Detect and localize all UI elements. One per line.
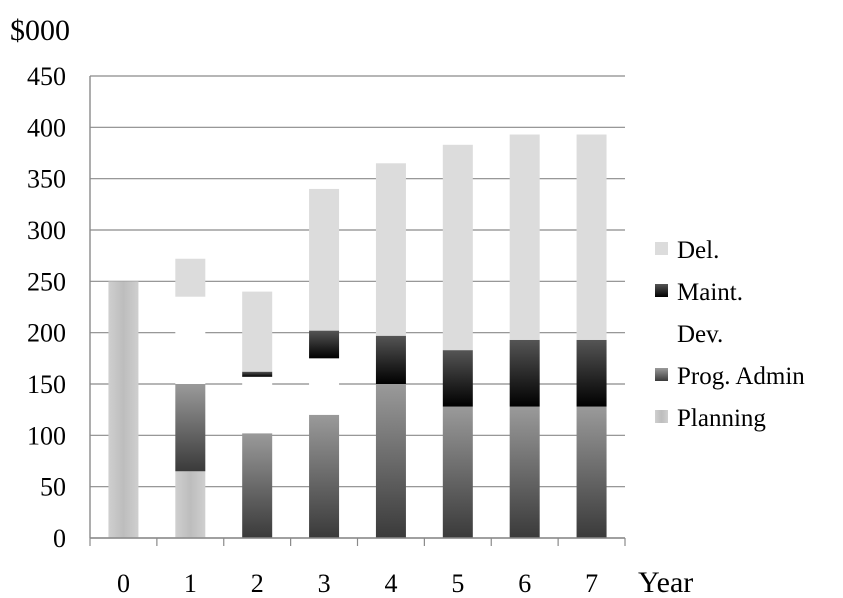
bar-segment-del bbox=[375, 163, 406, 336]
legend-swatch bbox=[655, 284, 668, 297]
legend-swatch bbox=[655, 326, 668, 339]
bars bbox=[108, 134, 607, 538]
bar-segment-prog-admin bbox=[375, 384, 406, 538]
tick-labels: 0 50 100 150 200 250 300 350 400 450 0 1 2 3 4 5 6 7 bbox=[27, 62, 598, 598]
bar-segment-del bbox=[175, 258, 206, 297]
bar-segment-prog-admin bbox=[175, 384, 206, 472]
legend-label: Del. bbox=[677, 237, 719, 264]
y-tick-label: 250 bbox=[27, 267, 66, 296]
y-tick-label: 0 bbox=[53, 524, 66, 553]
y-tick-label: 150 bbox=[27, 370, 66, 399]
bar-segment-maint bbox=[309, 330, 340, 359]
x-tick-label: 6 bbox=[518, 569, 531, 598]
bar-segment-prog-admin bbox=[309, 414, 340, 538]
gridlines bbox=[90, 75, 625, 539]
bar-segment-del bbox=[242, 291, 273, 372]
legend-label: Planning bbox=[677, 405, 766, 432]
legend-swatch bbox=[655, 368, 668, 381]
y-tick-label: 300 bbox=[27, 216, 66, 245]
y-tick-label: 100 bbox=[27, 421, 66, 450]
legend-label: Dev. bbox=[677, 321, 723, 348]
bar-segment-dev bbox=[309, 358, 340, 415]
bar-segment-prog-admin bbox=[442, 406, 473, 538]
x-tick-label: 3 bbox=[318, 569, 331, 598]
y-tick-label: 350 bbox=[27, 165, 66, 194]
bar-segment-del bbox=[309, 188, 340, 331]
bar-segment-planning bbox=[108, 281, 139, 538]
y-axis-unit-label: $000 bbox=[10, 14, 70, 47]
bar-segment-prog-admin bbox=[509, 406, 540, 538]
y-tick-label: 200 bbox=[27, 319, 66, 348]
legend: Del. Maint. Dev. Prog. Admin Planning bbox=[655, 237, 805, 432]
bar-segment-del bbox=[509, 134, 540, 340]
bar-segment-dev bbox=[242, 376, 273, 434]
legend-swatch bbox=[655, 242, 668, 255]
bar-segment-dev bbox=[175, 296, 206, 384]
y-tick-label: 400 bbox=[27, 113, 66, 142]
x-tick-label: 5 bbox=[451, 569, 464, 598]
bar-segment-maint bbox=[242, 371, 273, 377]
x-tick-label: 4 bbox=[384, 569, 397, 598]
bar-segment-del bbox=[442, 144, 473, 351]
y-tick-label: 50 bbox=[40, 473, 66, 502]
x-tick-label: 2 bbox=[251, 569, 264, 598]
bar-segment-del bbox=[576, 134, 607, 340]
bar-segment-prog-admin bbox=[242, 433, 273, 538]
x-tick-label: 7 bbox=[585, 569, 598, 598]
bar-segment-maint bbox=[442, 350, 473, 407]
legend-label: Prog. Admin bbox=[677, 363, 805, 390]
bar-segment-prog-admin bbox=[576, 406, 607, 538]
bar-segment-planning bbox=[175, 471, 206, 538]
legend-swatch bbox=[655, 410, 668, 423]
bar-segment-maint bbox=[509, 339, 540, 407]
y-tick-label: 450 bbox=[27, 62, 66, 91]
legend-label: Maint. bbox=[677, 279, 743, 306]
x-tick-label: 1 bbox=[184, 569, 197, 598]
bar-segment-maint bbox=[576, 339, 607, 407]
x-tick-label: 0 bbox=[117, 569, 130, 598]
x-axis-label: Year bbox=[638, 566, 693, 598]
axes bbox=[89, 76, 626, 546]
bar-segment-maint bbox=[375, 335, 406, 384]
